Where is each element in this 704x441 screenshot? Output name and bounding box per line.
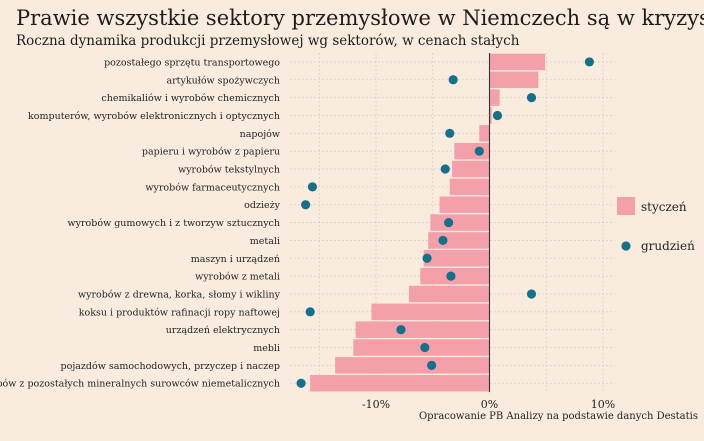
bar-styczen [430, 214, 490, 231]
bars-styczen [310, 53, 546, 392]
category-label: wyrobów gumowych i z tworzyw sztucznych [68, 218, 280, 229]
category-label: pojazdów samochodowych, przyczep i nacze… [61, 361, 280, 372]
grid [290, 53, 615, 393]
bar-styczen [423, 250, 490, 267]
legend-label-styczen: styczeń [641, 200, 687, 214]
point-grudzien [445, 128, 455, 138]
category-label: maszyn i urządzeń [191, 254, 280, 265]
bar-styczen [449, 178, 490, 196]
category-label: wyrobów farmaceutycznych [145, 182, 280, 193]
category-label: wyrobów tekstylnych [178, 165, 280, 176]
point-grudzien [301, 200, 311, 210]
bar-styczen [454, 142, 490, 160]
x-tick-label: 0% [481, 398, 498, 411]
bar-styczen [439, 196, 490, 213]
category-label: komputerów, wyrobów elektronicznych i op… [28, 111, 280, 122]
category-label: chemikaliów i wyrobów chemicznych [101, 93, 280, 104]
bar-styczen [335, 357, 490, 374]
point-grudzien [526, 289, 537, 299]
category-label: napojów [240, 129, 280, 140]
category-label: wyrobów z metali [195, 272, 280, 283]
point-grudzien [305, 307, 315, 317]
bar-styczen [428, 232, 490, 249]
source-note: Opracowanie PB Analizy na podstawie dany… [418, 411, 698, 422]
category-label: metali [250, 236, 280, 247]
category-label: koksu i produktów rafinacji ropy naftowe… [79, 307, 280, 318]
bar-styczen [479, 125, 490, 142]
point-grudzien [296, 378, 306, 388]
category-labels: pozostałego sprzętu transportowego artyku… [0, 57, 281, 389]
point-grudzien [440, 164, 450, 174]
point-grudzien [420, 342, 430, 353]
x-tick-label: 10% [591, 398, 615, 411]
point-grudzien [307, 182, 318, 192]
point-grudzien [526, 93, 537, 103]
x-axis-ticks: -10% 0% 10% [362, 398, 615, 411]
bar-styczen [408, 285, 490, 303]
category-label: wyrobów z drewna, korka, słomy i wikliny [78, 289, 281, 300]
bar-styczen [489, 53, 546, 71]
bar-styczen [489, 89, 500, 106]
category-label: urządzeń elektrycznych [166, 325, 280, 336]
bar-styczen [310, 374, 490, 392]
category-label: papieru i wyrobów z papieru [142, 147, 280, 158]
point-grudzien [474, 146, 484, 156]
bar-styczen [355, 321, 490, 338]
points-grudzien [296, 57, 594, 388]
chart-subtitle: Roczna dynamika produkcji przemysłowej w… [16, 33, 520, 49]
point-grudzien [448, 75, 458, 85]
point-grudzien [396, 325, 406, 335]
legend: styczeń grudzień [617, 197, 695, 253]
chart-title: Prawie wszystkie sektory przemysłowe w N… [16, 6, 704, 30]
x-tick-label: -10% [362, 398, 390, 411]
bar-styczen [371, 303, 490, 321]
category-label: wyrobów z pozostałych mineralnych surowc… [0, 379, 280, 390]
point-grudzien [427, 360, 437, 370]
bar-styczen [489, 71, 539, 89]
category-label: mebli [253, 343, 280, 354]
category-label: pozostałego sprzętu transportowego [104, 57, 280, 68]
bar-styczen [489, 107, 492, 124]
point-grudzien [446, 271, 456, 281]
bar-styczen [452, 160, 490, 178]
point-grudzien [584, 57, 594, 67]
point-grudzien [492, 110, 503, 121]
category-label: artykułów spożywczych [166, 75, 280, 86]
legend-marker-grudzien [621, 241, 631, 251]
category-label: odzieży [244, 200, 280, 211]
point-grudzien [422, 253, 432, 263]
point-grudzien [444, 217, 454, 228]
legend-swatch-styczen [617, 197, 635, 215]
legend-label-grudzien: grudzień [641, 239, 695, 253]
point-grudzien [438, 235, 448, 246]
